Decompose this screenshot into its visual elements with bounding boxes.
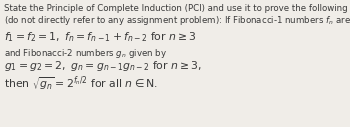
- Text: then $\sqrt{g_n} = 2^{f_n/2}$ for all $n \in \mathrm{N}$.: then $\sqrt{g_n} = 2^{f_n/2}$ for all $n…: [4, 74, 158, 92]
- Text: $f_1 = f_2 = 1,\ f_n = f_{n-1} + f_{n-2}$ for $n \geq 3$: $f_1 = f_2 = 1,\ f_n = f_{n-1} + f_{n-2}…: [4, 30, 196, 44]
- Text: and Fibonacci-2 numbers $g_n$ given by: and Fibonacci-2 numbers $g_n$ given by: [4, 47, 167, 60]
- Text: State the Principle of Complete Induction (PCI) and use it to prove the followin: State the Principle of Complete Inductio…: [4, 4, 350, 13]
- Text: $g_1 = g_2 = 2,\ g_n = g_{n-1}g_{n-2}$ for $n \geq 3,$: $g_1 = g_2 = 2,\ g_n = g_{n-1}g_{n-2}$ f…: [4, 59, 202, 73]
- Text: (do not directly refer to any assignment problem): If Fibonacci-1 numbers $f_n$ : (do not directly refer to any assignment…: [4, 14, 350, 27]
